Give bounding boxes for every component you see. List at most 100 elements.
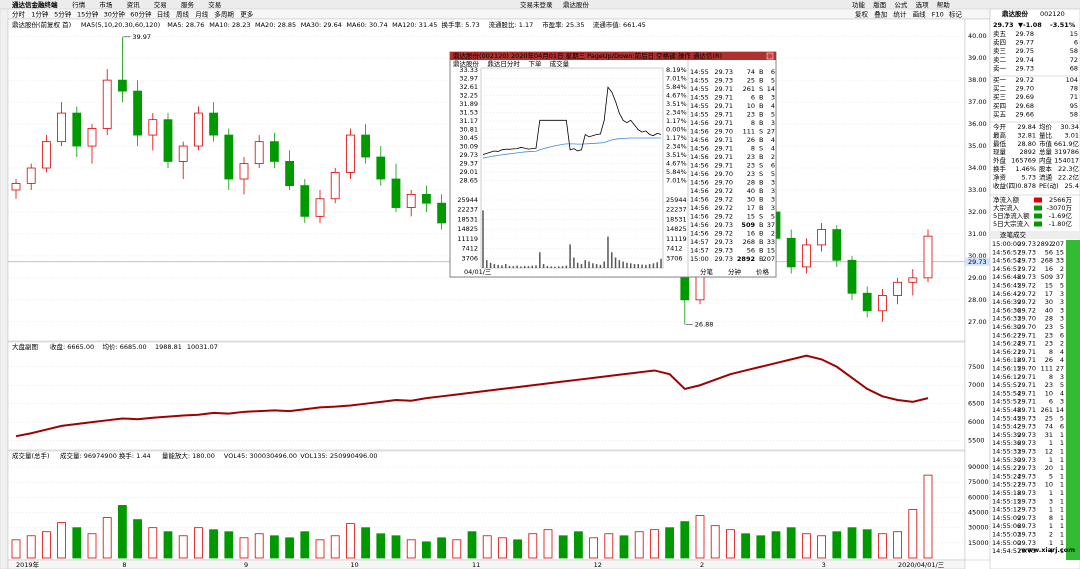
tick-count: 1 [1060,497,1064,505]
book-volume: 95 [1070,102,1078,110]
flow-value: -3070万 [1047,204,1073,212]
volume-bar [710,525,720,559]
tick-count: 3 [771,179,775,187]
candle-body [209,112,219,136]
period-button[interactable]: 日线 [157,10,171,19]
menu-item[interactable]: 公式 [894,0,908,9]
menu-item[interactable]: 市场 [99,0,113,9]
menu-item[interactable]: 交易 [154,0,167,9]
tick-price: 29.73 [1017,497,1036,505]
volume-bar [878,533,887,559]
tick-time: 14:55:27 [992,464,1021,472]
pct-tick-label: 5.84% [666,168,687,176]
intraday-price-line [482,86,662,155]
tick-price: 29.72 [1017,282,1036,290]
tool-button[interactable]: 标记 [949,10,963,19]
menu-status: 交易未登录 [520,0,553,9]
tick-time: 14:56:48 [992,273,1021,281]
popup-tab[interactable]: 下单 [528,59,542,68]
period-button[interactable]: 60分钟 [130,10,152,19]
tick-time: 14:54:57 [992,547,1021,555]
last-price-box [965,257,990,266]
tick-count: 1 [1060,456,1064,464]
period-button[interactable]: 多周期 [214,10,234,19]
tick-count: 5 [771,111,775,119]
menu-item[interactable]: 资讯 [127,0,141,9]
candle-body [193,112,203,147]
y-tick-label: 37.00 [968,98,987,106]
tick-time: 14:56:54 [992,257,1021,265]
indicator-info: 流通股比: 1.17 [489,20,534,29]
popup-tab[interactable]: 鼎达日分时 [487,59,520,68]
book-volume: 68 [1070,64,1078,72]
period-button[interactable]: 分时 [12,10,26,19]
tick-count: 1 [1060,522,1064,530]
tick-time: 14:55 [690,102,709,110]
book-label: 买二 [993,85,1007,93]
period-button[interactable]: 1分钟 [31,10,49,19]
tool-button[interactable]: 画线 [913,10,927,19]
intraday-frame [480,67,664,269]
candle-body [87,128,97,147]
period-button[interactable]: 更多 [240,10,254,19]
volume-bar [908,509,918,559]
popup-tab[interactable]: 成交量 [550,59,570,68]
tick-price: 29.73 [1017,414,1036,422]
tool-button[interactable]: 叠加 [874,10,887,19]
period-button[interactable]: 15分钟 [77,10,99,19]
popup-tab[interactable]: 鼎达股份 [453,59,480,68]
tick-time: 15:00:00 [992,240,1021,248]
volume-bar [513,539,522,559]
tool-button[interactable]: 统计 [893,10,907,19]
tool-button[interactable]: 复权 [855,10,869,19]
volume-bar [802,533,811,559]
book-price: 29.78 [1015,30,1034,38]
tick-volume: 1 [1049,489,1053,497]
popup-bottom-tab[interactable]: 分钟 [728,267,742,276]
tick-volume: 268 [1041,257,1053,265]
flow-bar [1034,197,1042,203]
tick-side: B [759,111,763,119]
tick-side: S [759,145,763,153]
indicator-info: 1988.81 [155,343,182,351]
tick-side: B [759,77,763,85]
tick-time: 14:55:15 [992,497,1021,505]
tick-side: S [759,162,763,170]
candle-body [11,182,21,191]
tick-time: 14:56 [690,153,709,161]
menu-item[interactable]: 交易 [208,0,221,9]
tick-count: 6 [771,68,775,76]
tick-time: 14:55:54 [992,389,1021,397]
tick-price: 29.73 [714,77,733,85]
popup-close[interactable] [766,52,774,60]
tick-count: 27 [767,128,775,136]
book-label: 卖五 [993,30,1007,38]
period-button[interactable]: 月线 [195,10,209,19]
tool-button[interactable]: F10 [932,11,944,19]
menu-item[interactable]: 版面 [873,0,887,9]
period-button[interactable]: 30分钟 [104,10,126,19]
menu-item[interactable]: 服务 [181,0,195,9]
period-button[interactable]: 5分钟 [54,10,72,19]
stat-label: 外盘 [993,156,1007,165]
tick-time: 14:56 [690,179,709,187]
popup-bottom-tab[interactable]: 价格 [756,267,770,276]
menu-item[interactable]: 选项 [916,0,930,9]
tick-volume: 10 [747,102,755,110]
period-button[interactable]: 周线 [176,10,190,19]
tick-volume: 8 [751,119,755,127]
candle-body [300,185,310,217]
tick-time: 14:56 [690,136,709,144]
price-tick-label: 29.01 [459,168,478,176]
heat-strip [1066,240,1080,560]
tick-side: B [759,68,763,76]
menu-item[interactable]: 功能 [852,0,866,9]
menu-item[interactable]: 帮助 [937,0,951,9]
tick-count: 15 [767,247,775,255]
menu-item[interactable]: 行情 [72,0,86,9]
y-tick-label: 33.00 [968,186,987,194]
volume-bar [269,535,279,559]
stat-label: 净资 [993,172,1007,181]
tick-volume: 23 [747,111,755,119]
popup-bottom-tab[interactable]: 分笔 [700,267,714,276]
